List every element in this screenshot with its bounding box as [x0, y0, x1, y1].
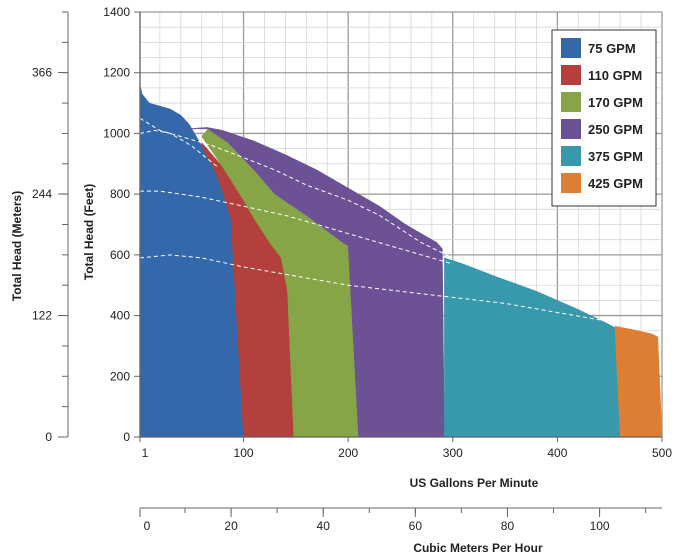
legend-swatch	[561, 119, 581, 139]
legend-label: 425 GPM	[588, 176, 643, 191]
cubic-tick-label: 0	[144, 519, 151, 533]
efficiency-curves	[139, 117, 610, 323]
legend-label: 110 GPM	[588, 68, 642, 83]
cubic-tick-label: 60	[409, 519, 423, 533]
x-tick-label: 200	[338, 446, 358, 460]
y-tick-label: 1000	[103, 126, 130, 140]
x-tick-label: 100	[234, 446, 254, 460]
y-tick-label: 200	[110, 369, 130, 383]
plot-frame	[139, 12, 662, 438]
meters-tick-label: 366	[32, 65, 52, 79]
feet-axis-ticks: 0 200 400 600 800 1000 1200 1400	[103, 5, 140, 444]
legend-label: 375 GPM	[588, 149, 643, 164]
efficiency-curve	[139, 117, 454, 259]
x-tick-label: 300	[443, 446, 463, 460]
legend-swatch	[561, 65, 581, 85]
legend: 75 GPM 110 GPM 170 GPM 250 GPM 375 GPM 425 GP…	[551, 29, 657, 207]
y-tick-label: 0	[123, 430, 130, 444]
meters-tick-label: 244	[32, 187, 52, 201]
x-tick-label: 1	[142, 446, 149, 460]
cubic-tick-label: 20	[224, 519, 238, 533]
cubic-tick-label: 40	[317, 519, 331, 533]
efficiency-curve	[139, 129, 218, 168]
cubic-axis-title: Cubic Meters Per Hour	[413, 541, 543, 555]
efficiency-curve	[140, 190, 453, 265]
efficiency-curve	[139, 254, 610, 323]
y-tick-label: 600	[110, 248, 130, 262]
series-area-425-gpm	[614, 325, 663, 438]
meters-tick-label: 0	[45, 430, 52, 444]
y-axis-title: Total Head (Feet)	[82, 184, 96, 280]
legend-swatch	[561, 146, 581, 166]
legend-swatch	[561, 38, 581, 58]
y-tick-label: 800	[110, 187, 130, 201]
y-tick-label: 1200	[103, 66, 130, 80]
meters-tick-label: 122	[32, 308, 52, 322]
cubic-tick-label: 100	[590, 519, 610, 533]
cubic-tick-label: 80	[501, 519, 515, 533]
gpm-axis-ticks: 1 100 200 300 400 500	[139, 437, 672, 460]
legend-swatch	[561, 173, 581, 193]
x-axis-title: US Gallons Per Minute	[410, 476, 539, 490]
x-tick-label: 400	[547, 446, 567, 460]
y-tick-label: 1400	[103, 5, 130, 19]
x-tick-label: 500	[652, 446, 672, 460]
meters-axis-title: Total Head (Meters)	[10, 191, 24, 301]
legend-label: 75 GPM	[588, 41, 636, 56]
y-tick-label: 400	[110, 309, 130, 323]
series-area-250-gpm	[185, 127, 445, 438]
meters-axis: 0 122 244 366	[32, 11, 69, 444]
series-areas	[139, 84, 663, 438]
legend-label: 170 GPM	[588, 95, 643, 110]
series-area-375-gpm	[444, 257, 621, 438]
legend-label: 250 GPM	[588, 122, 643, 137]
cubic-axis: 0 20 40 60 80 100	[139, 507, 662, 533]
legend-swatch	[561, 92, 581, 112]
